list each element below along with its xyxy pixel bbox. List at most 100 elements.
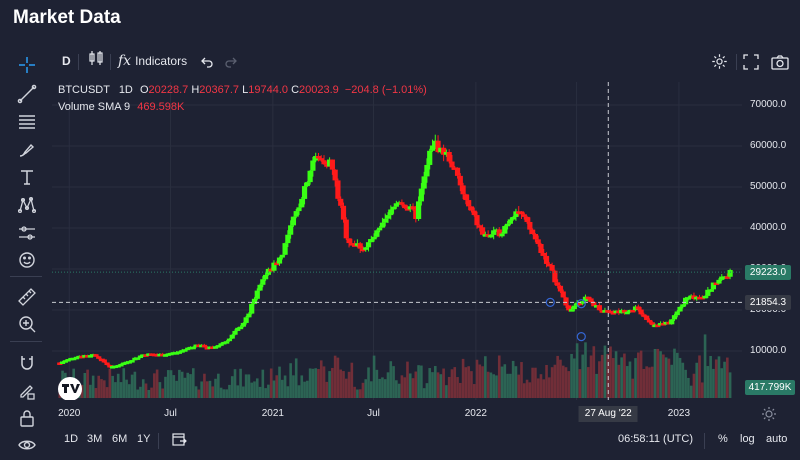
volume-bar bbox=[375, 369, 379, 398]
candle-body bbox=[87, 355, 93, 358]
candle-body bbox=[349, 243, 355, 246]
volume-bar bbox=[331, 367, 334, 398]
candle-body bbox=[343, 219, 349, 239]
candle-body bbox=[474, 215, 480, 226]
candle-body bbox=[76, 355, 82, 359]
interval-button[interactable]: D bbox=[62, 54, 71, 68]
candle-body bbox=[588, 298, 594, 303]
ohlc-legend: BTCUSDT 1D O20228.7 H20367.7 L19744.0 C2… bbox=[58, 84, 427, 96]
trend-line-icon[interactable] bbox=[14, 81, 40, 107]
magnet-icon[interactable] bbox=[14, 350, 40, 376]
volume-bar bbox=[592, 346, 596, 398]
indicators-button[interactable]: fx Indicators bbox=[118, 48, 187, 74]
price-chart[interactable] bbox=[52, 82, 742, 400]
candle-body bbox=[460, 185, 466, 195]
range-1d-button[interactable]: 1D bbox=[64, 433, 79, 445]
lock-icon[interactable] bbox=[14, 405, 40, 431]
text-icon[interactable] bbox=[14, 164, 40, 190]
screenshot-button[interactable] bbox=[771, 48, 789, 74]
candle-body bbox=[477, 225, 483, 228]
volume-bar bbox=[664, 357, 668, 398]
candle-body bbox=[466, 200, 472, 207]
volume-bar bbox=[314, 368, 317, 398]
fullscreen-button[interactable] bbox=[743, 48, 759, 74]
toolbar-divider bbox=[78, 54, 79, 70]
undo-button[interactable] bbox=[200, 48, 214, 74]
volume-bar bbox=[575, 343, 579, 398]
candle-body bbox=[85, 355, 91, 358]
candle-body bbox=[190, 346, 196, 350]
volume-bar bbox=[342, 371, 345, 398]
volume-bar bbox=[539, 374, 543, 398]
auto-toggle[interactable]: auto bbox=[766, 433, 788, 445]
candle-body bbox=[674, 311, 680, 316]
volume-bar bbox=[667, 358, 671, 398]
lock-drawings-pencil-icon[interactable] bbox=[14, 378, 40, 404]
crosshair-icon[interactable] bbox=[14, 52, 40, 78]
percent-toggle[interactable]: % bbox=[718, 433, 728, 445]
range-1y-button[interactable]: 1Y bbox=[137, 433, 151, 445]
range-6m-button[interactable]: 6M bbox=[112, 433, 128, 445]
volume-bar bbox=[356, 389, 359, 398]
time-axis[interactable]: 2020 Jul 2021 Jul 2022 2023 bbox=[52, 402, 742, 426]
candle-body bbox=[243, 317, 249, 323]
settings-button[interactable] bbox=[711, 48, 728, 74]
brush-icon[interactable] bbox=[14, 137, 40, 163]
volume-bar bbox=[141, 379, 145, 398]
volume-bar bbox=[581, 354, 584, 398]
volume-bar bbox=[303, 381, 306, 398]
page-title: Market Data bbox=[13, 7, 121, 28]
candle-body bbox=[59, 361, 66, 365]
volume-bar bbox=[139, 386, 142, 398]
axis-settings-button[interactable] bbox=[762, 407, 776, 426]
price-axis[interactable]: 10000.020000.030000.040000.050000.060000… bbox=[742, 82, 800, 400]
chart-toolbar: D fx Indicators bbox=[52, 48, 800, 74]
volume-label: Volume SMA 9 bbox=[58, 101, 131, 113]
candle-body bbox=[699, 296, 705, 300]
last-price-tag: 29223.0 bbox=[745, 265, 791, 281]
volume-bar bbox=[653, 348, 657, 398]
range-3m-button[interactable]: 3M bbox=[87, 433, 103, 445]
measure-tools-icon[interactable] bbox=[14, 220, 40, 246]
pattern-icon[interactable] bbox=[14, 192, 40, 218]
volume-bar bbox=[105, 387, 109, 398]
volume-bar bbox=[333, 355, 337, 398]
date-range-button[interactable] bbox=[172, 432, 187, 449]
ruler-icon[interactable] bbox=[14, 284, 40, 310]
candle-body bbox=[148, 353, 155, 356]
emoji-icon[interactable] bbox=[14, 247, 40, 273]
candle-body bbox=[171, 352, 177, 355]
candle-body bbox=[274, 262, 280, 266]
volume-bar bbox=[392, 366, 395, 398]
volume-bar bbox=[397, 383, 401, 398]
chart-type-button[interactable] bbox=[88, 48, 104, 74]
volume-bar bbox=[306, 380, 309, 398]
candle-body bbox=[98, 358, 105, 362]
volume-bar bbox=[358, 389, 362, 398]
volume-bar bbox=[534, 367, 537, 398]
redo-button[interactable] bbox=[224, 48, 238, 74]
candle-body bbox=[713, 282, 719, 286]
zoom-in-icon[interactable] bbox=[14, 311, 40, 337]
candle-body bbox=[221, 341, 227, 345]
candle-body bbox=[93, 354, 99, 357]
log-toggle[interactable]: log bbox=[740, 433, 755, 445]
clock-display[interactable]: 06:58:11 (UTC) bbox=[618, 433, 693, 445]
volume-bar bbox=[714, 359, 718, 398]
candle-body bbox=[552, 270, 558, 283]
candle-body bbox=[110, 366, 116, 369]
volume-bar bbox=[522, 383, 526, 398]
volume-value: 469.598K bbox=[137, 101, 185, 113]
candle-body bbox=[454, 167, 461, 176]
volume-bar bbox=[169, 370, 173, 398]
candle-body bbox=[708, 289, 714, 292]
volume-bar bbox=[459, 382, 462, 398]
candle-body bbox=[496, 229, 502, 237]
low-label: L bbox=[242, 84, 249, 96]
eye-icon[interactable] bbox=[14, 432, 40, 458]
candle-body bbox=[73, 356, 80, 360]
horizontal-lines-icon[interactable] bbox=[14, 108, 40, 134]
volume-bar bbox=[102, 380, 106, 398]
volume-bar bbox=[548, 377, 551, 398]
calendar-arrow-icon bbox=[172, 433, 187, 449]
